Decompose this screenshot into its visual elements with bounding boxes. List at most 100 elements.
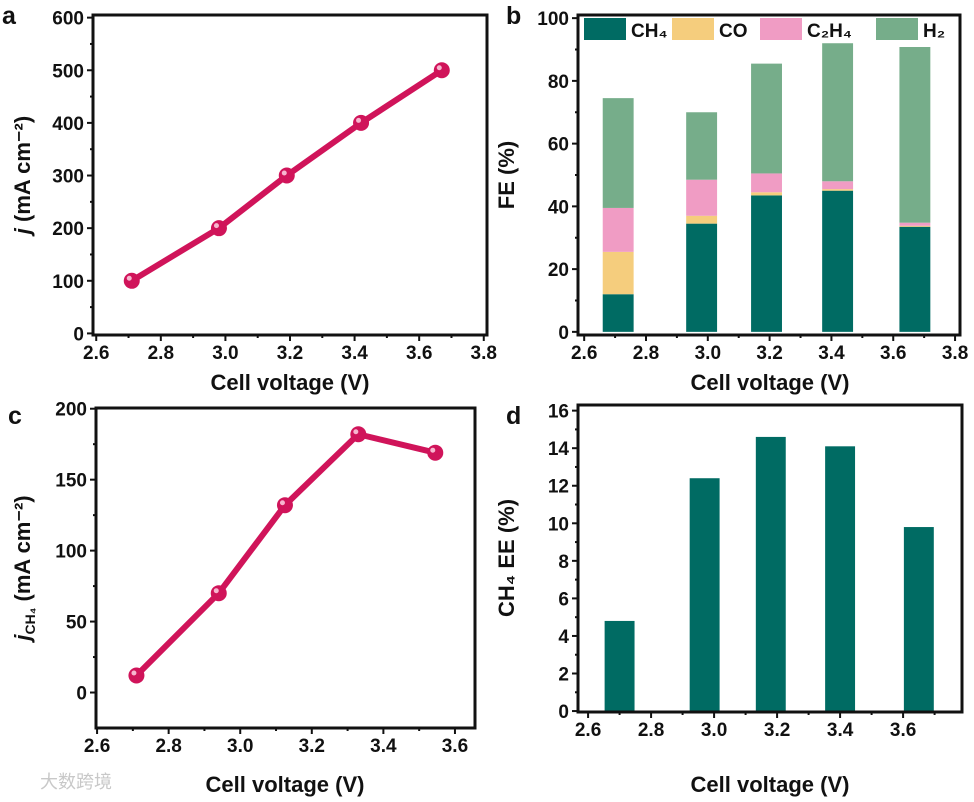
x-tick-label: 3.6 [442, 736, 468, 757]
panel-label: b [506, 2, 521, 30]
y-tick-label: 6 [558, 589, 569, 610]
bar-CO-1 [686, 215, 718, 224]
y-title-subscript: CH₄ [22, 608, 38, 635]
x-tick-label: 2.8 [148, 343, 174, 364]
y-tick-label: 500 [52, 61, 84, 82]
panel-label: a [2, 2, 17, 30]
data-point-highlight-0 [126, 275, 132, 281]
data-point-3 [353, 114, 370, 131]
bar-4 [903, 527, 934, 712]
data-point-highlight-2 [281, 170, 287, 176]
x-tick-label: 3.4 [370, 736, 397, 757]
x-tick-label: 2.6 [575, 720, 601, 741]
legend-swatch-3 [876, 18, 918, 40]
x-tick-label: 2.8 [633, 343, 659, 364]
x-tick-label: 3.0 [701, 720, 727, 741]
legend-swatch-0 [584, 18, 626, 40]
bar-CH₄-4 [899, 226, 931, 332]
bar-CO-3 [822, 189, 854, 191]
y-tick-label: 12 [548, 477, 569, 498]
bar-CH₄-1 [686, 223, 718, 332]
x-tick-label: 2.6 [84, 736, 110, 757]
data-point-highlight-1 [213, 223, 219, 229]
data-point-highlight-1 [213, 588, 219, 594]
x-tick-label: 3.4 [341, 343, 368, 364]
x-tick-label: 2.6 [83, 343, 109, 364]
y-tick-label: 16 [548, 402, 569, 423]
y-tick-label: 4 [558, 627, 569, 648]
data-point-0 [128, 667, 145, 684]
bar-0 [604, 620, 635, 712]
data-point-highlight-0 [131, 670, 137, 676]
y-tick-label: 100 [537, 9, 569, 30]
y-tick-label: 600 [52, 9, 84, 30]
panel-label: c [8, 402, 22, 430]
bar-H₂-2 [751, 63, 782, 174]
y-tick-label: 150 [55, 471, 87, 492]
x-tick-label: 3.2 [277, 343, 303, 364]
data-point-3 [350, 426, 367, 443]
panel-b: 2.6 2.8 3.0 3.2 3.4 3.6 3.8 0 20 40 60 80 100 Cell vo… [494, 2, 968, 395]
y-tick-label: 400 [52, 114, 84, 135]
x-tick-label: 3.2 [299, 736, 325, 757]
x-tick-label: 3.6 [406, 343, 432, 364]
x-tick-label: 3.4 [818, 343, 845, 364]
y-axis-title: jCH₄ (mA cm⁻²) [10, 495, 38, 643]
y-tick-label: 8 [558, 552, 569, 573]
x-axis-title: Cell voltage (V) [691, 772, 850, 797]
y-tick-label: 0 [76, 684, 87, 705]
x-axis-title: Cell voltage (V) [691, 370, 850, 395]
y-tick-label: 10 [548, 514, 569, 535]
bar-H₂-0 [602, 98, 634, 208]
x-tick-label: 3.0 [695, 343, 721, 364]
y-title-units: (mA cm⁻²) [10, 495, 35, 607]
bar-3 [825, 446, 856, 712]
y-tick-label: 60 [548, 135, 569, 156]
data-point-1 [210, 585, 227, 602]
data-point-0 [123, 272, 140, 289]
x-tick-label: 3.6 [890, 720, 916, 741]
data-point-highlight-2 [279, 500, 285, 506]
bar-H₂-4 [899, 47, 931, 223]
y-tick-label: 2 [558, 665, 569, 686]
y-title-symbol: j [10, 227, 35, 237]
legend-swatch-1 [672, 18, 714, 40]
y-tick-label: 0 [558, 323, 569, 344]
y-tick-label: 100 [52, 272, 84, 293]
bar-CH₄-3 [822, 190, 854, 332]
y-title-units: (mA cm⁻²) [10, 116, 35, 228]
y-tick-label: 100 [55, 542, 87, 563]
x-tick-label: 3.8 [942, 343, 968, 364]
data-point-1 [210, 220, 227, 237]
x-tick-label: 3.6 [880, 343, 906, 364]
legend-label-1: CO [719, 21, 748, 42]
y-tick-label: 0 [73, 324, 84, 345]
y-tick-label: 200 [55, 400, 87, 421]
panel-label: d [506, 402, 521, 430]
x-axis-title: Cell voltage (V) [211, 370, 370, 395]
bar-C₂H₄-3 [822, 181, 854, 190]
y-axis-title: CH₄ EE (%) [494, 499, 519, 617]
x-tick-label: 2.8 [155, 736, 181, 757]
data-point-highlight-3 [356, 117, 362, 123]
legend-swatch-2 [760, 18, 802, 40]
bar-CH₄-2 [751, 195, 782, 332]
panel-a: 2.6 2.8 3.0 3.2 3.4 3.6 3.8 0 100 200 300 400 500 600… [2, 2, 497, 395]
y-title-symbol: j [10, 634, 35, 644]
bar-CH₄-0 [602, 294, 634, 332]
x-tick-label: 3.2 [764, 720, 790, 741]
bar-C₂H₄-2 [751, 173, 782, 193]
y-tick-label: 14 [548, 439, 570, 460]
bar-1 [689, 478, 720, 712]
bar-H₂-3 [822, 43, 854, 182]
x-tick-label: 3.4 [827, 720, 854, 741]
y-tick-label: 20 [548, 260, 569, 281]
y-axis-title: FE (%) [494, 141, 519, 209]
axes-frame [94, 406, 477, 730]
panel-c: 2.6 2.8 3.0 3.2 3.4 3.6 0 50 100 150 200 Cell volta… [8, 400, 477, 797]
axes-frame [576, 403, 964, 714]
x-tick-label: 2.8 [638, 720, 664, 741]
bar-C₂H₄-1 [686, 179, 718, 216]
x-tick-label: 3.0 [212, 343, 238, 364]
